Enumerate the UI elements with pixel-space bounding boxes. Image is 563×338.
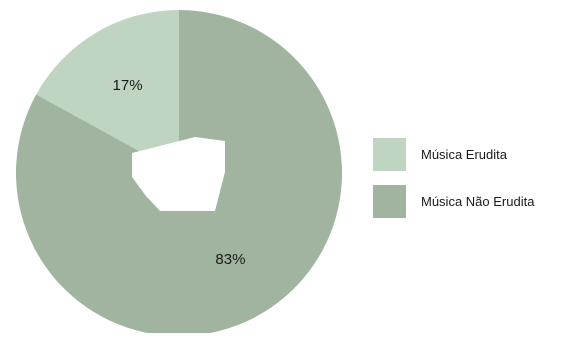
legend-item-musica-nao-erudita: Música Não Erudita <box>373 184 558 218</box>
legend-swatch-musica-erudita <box>373 137 406 171</box>
donut-hole <box>132 137 225 211</box>
legend-label-musica-erudita: Música Erudita <box>421 146 507 162</box>
slice-musica-erudita <box>36 10 179 173</box>
legend: Música Erudita Música Não Erudita <box>373 137 558 231</box>
legend-swatch-musica-nao-erudita <box>373 184 406 218</box>
slice-label-17: 17% <box>113 77 143 94</box>
slice-label-83: 83% <box>215 251 245 268</box>
legend-label-musica-nao-erudita: Música Não Erudita <box>421 193 535 209</box>
legend-item-musica-erudita: Música Erudita <box>373 137 558 171</box>
